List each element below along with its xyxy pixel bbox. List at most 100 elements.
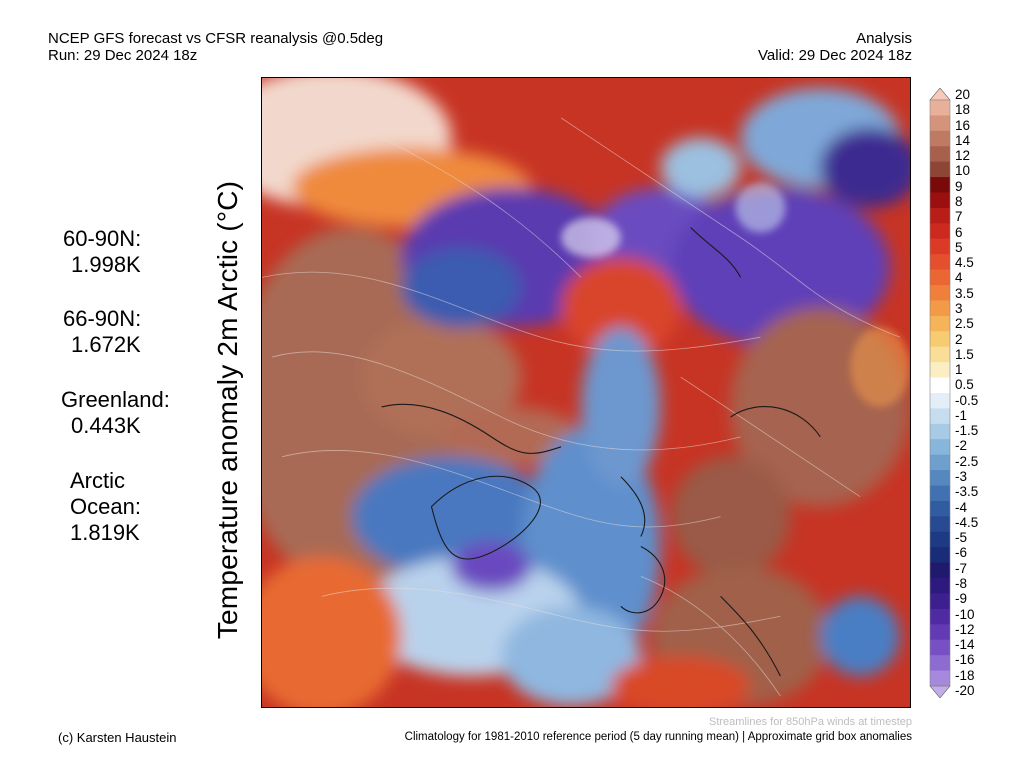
colorbar-band <box>930 115 950 132</box>
colorbar-band <box>930 331 950 348</box>
colorbar-band <box>930 655 950 671</box>
colorbar-band <box>930 454 950 471</box>
colorbar-tick-label: 16 <box>955 117 971 133</box>
colorbar-band <box>930 300 950 317</box>
colorbar-band <box>930 531 950 548</box>
stat-arctic-ocean: Arctic Ocean: 1.819K <box>70 468 141 546</box>
colorbar-tick-label: -7 <box>955 560 968 576</box>
colorbar-band <box>930 608 950 625</box>
colorbar-band <box>930 377 950 394</box>
colorbar-tick-label: 14 <box>955 132 971 148</box>
colorbar-band <box>930 161 950 178</box>
colorbar-labels: 20 18 16 14 12 10 9 8 7 6 5 4.5 4 3.5 3 2.5 2 1.5 1 0.5 -0.5… <box>955 88 995 698</box>
colorbar-band <box>930 423 950 440</box>
header-right: Analysis Valid: 29 Dec 2024 18z <box>758 30 912 64</box>
colorbar-tick-label: -16 <box>955 652 975 668</box>
stat-value: 1.672K <box>71 332 141 357</box>
colorbar-tick-label: -9 <box>955 591 968 607</box>
colorbar-band <box>930 177 950 193</box>
colorbar-band <box>930 624 950 641</box>
colorbar-band <box>930 254 950 271</box>
colorbar-tick-label: -3.5 <box>955 484 979 500</box>
vertical-title: Temperature anomaly 2m Arctic (°C) <box>212 180 243 640</box>
colorbar-top-arrow <box>929 87 951 101</box>
colorbar-tick-label: 7 <box>955 209 963 225</box>
colorbar-band <box>930 485 950 502</box>
colorbar-band <box>930 439 950 456</box>
colorbar-band <box>930 315 950 332</box>
stat-label: 66-90N: <box>63 306 142 331</box>
stat-66-90n: 66-90N: 1.672K <box>63 306 141 358</box>
colorbar-tick-label: 3 <box>955 300 963 316</box>
anomaly-map <box>261 77 911 708</box>
colorbar-outline <box>929 99 951 687</box>
colorbar-tick-label: -0.5 <box>955 392 979 408</box>
colorbar-band <box>930 547 950 564</box>
colorbar-band <box>930 100 950 116</box>
stat-60-90n: 60-90N: 1.998K <box>63 226 141 278</box>
colorbar-tick-label: -6 <box>955 545 968 561</box>
colorbar-band <box>930 285 950 301</box>
colorbar-band <box>930 362 950 378</box>
colorbar-tick-label: -10 <box>955 606 975 622</box>
colorbar-tick-label: -4 <box>955 499 968 515</box>
colorbar-tick-label: -14 <box>955 637 975 653</box>
colorbar-tick-label: 0.5 <box>955 377 974 393</box>
stat-greenland: Greenland: 0.443K <box>61 387 170 439</box>
colorbar-tick-label: -1 <box>955 407 968 423</box>
colorbar-band <box>930 192 950 209</box>
colorbar-band <box>930 470 950 486</box>
colorbar-bottom-arrow <box>929 685 951 699</box>
colorbar-band <box>930 578 950 594</box>
author-credit: (c) Karsten Haustein <box>58 730 177 745</box>
analysis-label: Analysis <box>856 30 912 47</box>
colorbar-tick-label: -3 <box>955 469 968 485</box>
colorbar <box>929 87 951 699</box>
stat-label: Arctic <box>70 468 125 493</box>
colorbar-band <box>930 130 950 147</box>
colorbar-tick-label: -20 <box>955 683 975 698</box>
colorbar-band <box>930 408 950 425</box>
colorbar-tick-label: 4 <box>955 270 963 286</box>
colorbar-tick-label: -2 <box>955 438 968 454</box>
colorbar-tick-label: 9 <box>955 178 963 194</box>
colorbar-band <box>930 269 950 286</box>
colorbar-band <box>930 207 950 224</box>
colorbar-band <box>930 238 950 255</box>
colorbar-tick-label: 10 <box>955 163 971 179</box>
colorbar-band <box>930 223 950 240</box>
streamlines-note: Streamlines for 850hPa winds at timestep <box>709 716 912 728</box>
colorbar-tick-label: 6 <box>955 224 963 240</box>
colorbar-tick-label: 20 <box>955 87 971 102</box>
colorbar-graphic <box>929 87 951 699</box>
stat-value: 0.443K <box>71 413 141 438</box>
map-title: NCEP GFS forecast vs CFSR reanalysis @0.… <box>48 30 384 47</box>
colorbar-tick-label: 1 <box>955 362 963 378</box>
colorbar-tick-label: 2.5 <box>955 316 974 332</box>
colorbar-tick-label: 1.5 <box>955 346 974 362</box>
colorbar-tick-label: 8 <box>955 193 963 209</box>
colorbar-tick-label: -8 <box>955 576 968 592</box>
colorbar-band <box>930 146 950 163</box>
colorbar-tick-label: -1.5 <box>955 423 979 439</box>
colorbar-band <box>930 593 950 610</box>
stat-label: Greenland: <box>61 387 170 412</box>
colorbar-tick-label: 5 <box>955 239 963 255</box>
header-left: NCEP GFS forecast vs CFSR reanalysis @0.… <box>48 30 383 64</box>
valid-time: Valid: 29 Dec 2024 18z <box>758 47 912 64</box>
colorbar-band <box>930 393 950 409</box>
colorbar-tick-label: -2.5 <box>955 453 979 469</box>
anomaly-map-graphic <box>262 78 910 707</box>
run-time: Run: 29 Dec 2024 18z <box>48 47 198 64</box>
colorbar-tick-label: 12 <box>955 148 971 164</box>
colorbar-tick-label: 18 <box>955 102 971 118</box>
stat-label: 60-90N: <box>63 226 142 251</box>
colorbar-tick-label: -12 <box>955 621 975 637</box>
colorbar-band <box>930 670 950 687</box>
colorbar-band <box>930 562 950 579</box>
colorbar-tick-label: 2 <box>955 331 963 347</box>
colorbar-tick-label: 4.5 <box>955 255 974 271</box>
colorbar-band <box>930 516 950 533</box>
climatology-note: Climatology for 1981-2010 reference peri… <box>404 731 912 743</box>
colorbar-tick-label: -4.5 <box>955 514 979 530</box>
